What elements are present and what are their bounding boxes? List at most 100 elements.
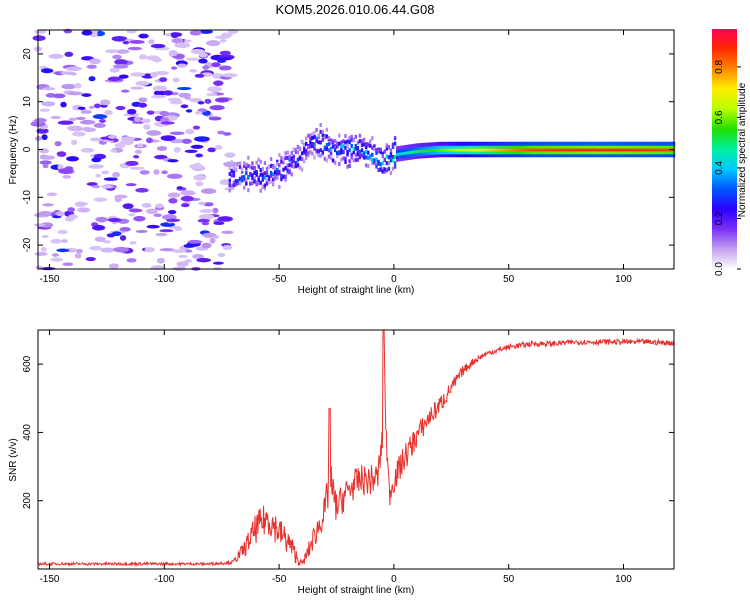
spectrogram-cell <box>257 164 260 169</box>
spectrogram-cell <box>645 153 649 158</box>
spectrogram-cell <box>524 144 527 149</box>
spectrogram-cell <box>342 156 345 161</box>
spectrogram-cell <box>608 153 612 158</box>
spectrogram-cell <box>546 147 550 152</box>
spectrogram-cell <box>451 141 455 146</box>
spectrogram-cell <box>309 144 312 149</box>
spectrogram-cell <box>509 144 513 149</box>
spectrogram-cell <box>114 142 126 148</box>
spectrogram-cell <box>217 216 233 222</box>
spectrogram-cell <box>115 105 126 111</box>
spectrogram-cell <box>317 149 320 154</box>
spectrogram-cell <box>424 151 428 156</box>
spectrogram-cell <box>333 148 337 153</box>
spectrogram-cell <box>34 223 46 227</box>
spectrogram-cell <box>588 141 591 146</box>
spectrogram-cell <box>476 153 479 158</box>
spectrogram-cell <box>600 150 603 155</box>
spectrogram-cell <box>627 150 630 155</box>
spectrogram-cell <box>269 173 273 178</box>
spectrogram-cell <box>364 145 368 150</box>
spectrogram-cell <box>410 155 413 160</box>
spectrogram-cell <box>38 210 53 217</box>
spectrogram-cell <box>410 147 413 152</box>
spectrogram-cell <box>548 150 552 155</box>
spectrogram-cell <box>197 101 205 105</box>
spectrogram-cell <box>546 150 550 155</box>
spectrogram-cell <box>449 141 453 146</box>
spectrogram-cell <box>590 141 593 146</box>
spectrogram-cell <box>364 150 368 155</box>
spectrogram-cell <box>491 150 494 155</box>
spectrogram-cell <box>214 35 230 39</box>
spectrogram-cell <box>139 170 150 175</box>
spectrogram-cell <box>177 86 192 91</box>
spectrogram-cell <box>138 54 148 60</box>
spectrogram-cell <box>86 182 98 186</box>
spectrogram-cell <box>466 144 469 149</box>
spectrogram-cell <box>614 150 618 155</box>
spectrogram-cell <box>538 150 541 155</box>
spectrogram-cell <box>296 150 300 155</box>
spectrogram-cell <box>586 144 589 149</box>
spectrogram-cell <box>356 140 360 145</box>
spectrogram-cell <box>327 148 331 153</box>
spectrogram-cell <box>472 144 475 149</box>
spectrogram-cell <box>263 161 267 166</box>
spectrogram-cell <box>119 235 127 241</box>
spectrogram-cell <box>412 143 415 148</box>
spectrogram-cell <box>174 42 191 49</box>
spectrogram-cell <box>207 41 220 45</box>
spectrogram-cell <box>123 112 140 117</box>
spectrogram-cell <box>447 144 451 149</box>
spectrogram-cell <box>462 147 465 152</box>
spectrogram-cell <box>666 144 670 149</box>
spectrogram-cell <box>639 141 643 146</box>
spectrogram-cell <box>156 146 168 151</box>
spectrogram-cell <box>375 150 378 155</box>
spectrogram-cell <box>276 167 279 172</box>
spectrogram-cell <box>400 151 403 156</box>
colorbar-label: Normalized spectral amplitude <box>737 82 748 217</box>
spectrogram-cell <box>305 155 308 160</box>
spectrogram-cell <box>552 153 556 158</box>
spectrogram-cell <box>631 144 634 149</box>
spectrogram-cell <box>362 155 366 160</box>
spectrogram-cell <box>373 144 376 149</box>
spectrogram-cell <box>466 150 469 155</box>
spectrogram-cell <box>183 243 196 248</box>
spectrogram-cell <box>146 110 155 115</box>
spectrogram-cell <box>340 150 343 155</box>
spectrogram-cell <box>292 164 296 169</box>
spectrogram-cell <box>575 153 579 158</box>
spectrogram-cell <box>198 52 208 58</box>
spectrogram-cell <box>592 147 595 152</box>
spectrogram-cell <box>311 132 314 137</box>
spectrogram-cell <box>526 147 529 152</box>
spectrogram-cell <box>625 153 628 158</box>
spectrogram-cell <box>484 147 488 152</box>
spectrogram-cell <box>367 155 370 160</box>
spectrogram-cell <box>189 98 203 103</box>
spectrogram-cell <box>581 141 585 146</box>
spectrogram-cell <box>48 53 64 59</box>
spectrogram-cell <box>528 153 531 158</box>
spectrogram-cell <box>666 153 670 158</box>
spectrogram-cell <box>362 137 366 142</box>
spectrogram-cell <box>445 153 448 158</box>
spectrogram-cell <box>151 94 167 99</box>
spectrogram-cell <box>88 105 95 110</box>
spectrogram-cell <box>278 169 281 174</box>
spectrogram-cell <box>550 150 554 155</box>
spectrogram-cell <box>493 147 496 152</box>
spectrogram-cell <box>350 152 353 157</box>
spectrogram-cell <box>588 150 591 155</box>
spectrogram-cell <box>62 262 74 267</box>
spectrogram-cell <box>652 150 655 155</box>
spectrogram-cell <box>377 167 380 172</box>
spectrogram-cell <box>267 175 271 180</box>
spectrogram-cell <box>198 213 215 220</box>
spectrogram-cell <box>107 134 118 139</box>
spectrogram-cell <box>344 133 347 138</box>
spectrogram-cell <box>503 153 506 158</box>
